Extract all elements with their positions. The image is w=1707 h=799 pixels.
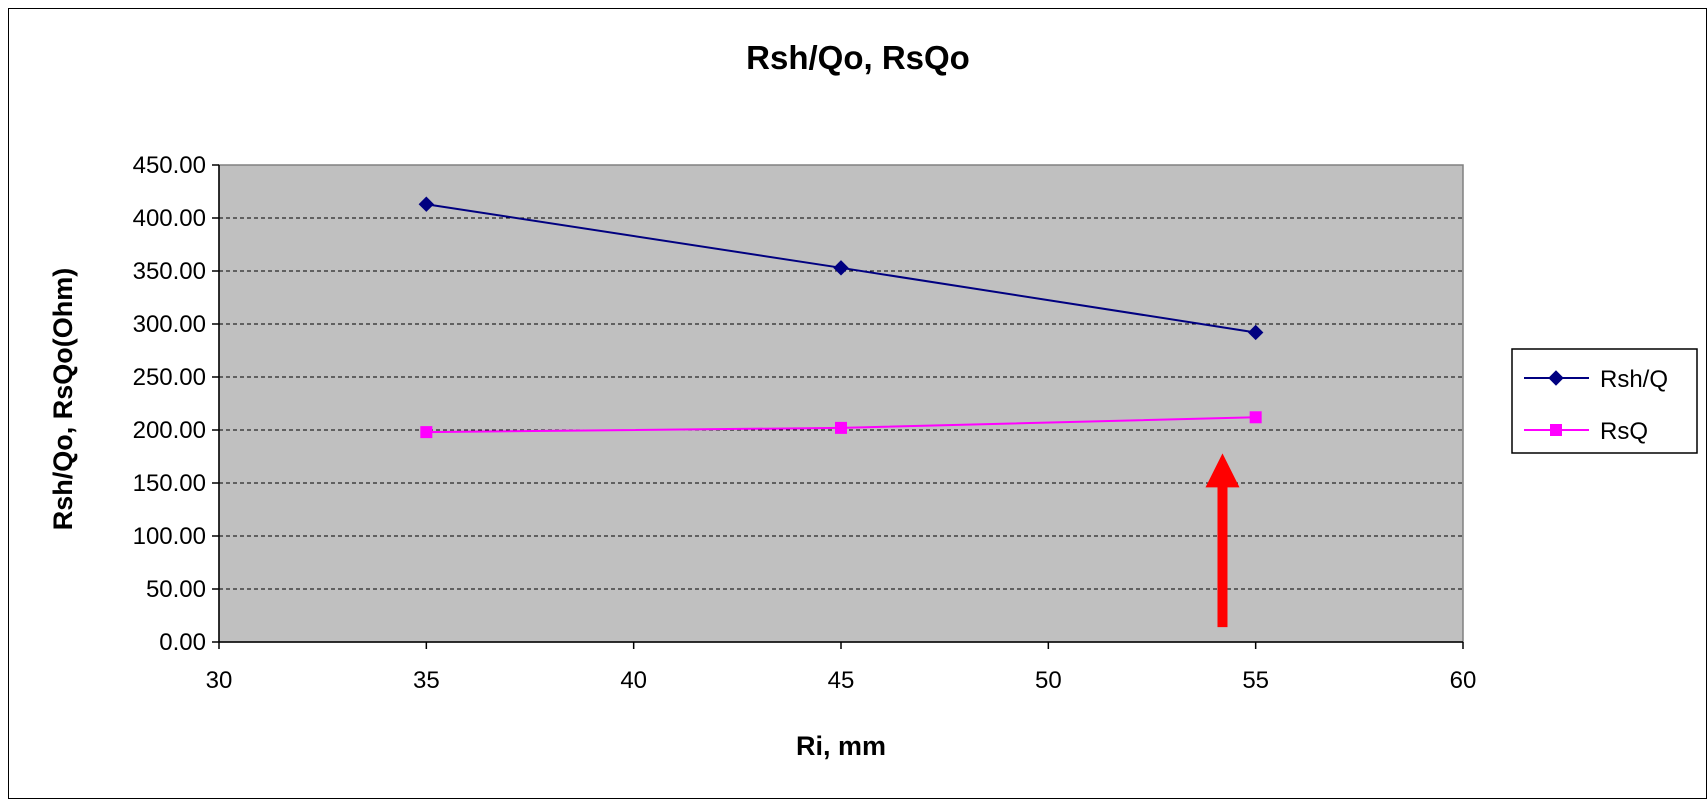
plot-area — [218, 164, 1464, 643]
data-point-rsq — [420, 426, 433, 439]
data-point-rsh-q — [418, 196, 435, 212]
y-tick-label: 250.00 — [133, 364, 206, 391]
y-tick-label: 300.00 — [133, 311, 206, 338]
series — [418, 196, 1264, 439]
x-tick-label: 30 — [206, 667, 233, 694]
chart-title: Rsh/Qo, RsQo — [746, 39, 970, 76]
y-tick-label: 450.00 — [133, 152, 206, 179]
legend-marker-rsq — [1550, 424, 1562, 436]
y-tick-label: 150.00 — [133, 470, 206, 497]
data-point-rsq — [835, 421, 847, 434]
legend-label-rsq: RsQ — [1600, 418, 1648, 445]
y-tick-label: 350.00 — [133, 258, 206, 285]
y-tick-label: 0.00 — [159, 629, 206, 656]
data-point-rsh-q — [1247, 324, 1264, 341]
y-tick-label: 200.00 — [133, 417, 206, 444]
y-ticks: 0.00 50.00 100.00 150.00 200.00 250.00 300.00 3… — [133, 152, 219, 656]
grid — [219, 217, 1463, 590]
x-axis-label: Ri, mm — [796, 731, 886, 761]
x-tick-label: 45 — [828, 667, 855, 694]
legend: Rsh/Q RsQ — [1511, 348, 1698, 454]
x-ticks: 30 35 40 45 50 55 60 — [206, 642, 1477, 694]
annotations — [1205, 453, 1240, 628]
y-tick-label: 50.00 — [146, 576, 206, 603]
legend-marker-rsh-q — [1548, 370, 1564, 386]
y-axis-label: Rsh/Qo, RsQo(Ohm) — [48, 268, 78, 531]
data-point-rsq — [1249, 411, 1262, 424]
red-arrow — [1205, 453, 1240, 628]
legend-label-rsh-q: Rsh/Q — [1600, 366, 1668, 393]
data-point-rsh-q — [833, 260, 849, 276]
x-tick-label: 50 — [1035, 667, 1062, 694]
x-tick-label: 35 — [413, 667, 440, 694]
legend-box — [1511, 348, 1698, 454]
x-tick-label: 40 — [620, 667, 647, 694]
y-tick-label: 400.00 — [133, 205, 206, 232]
x-tick-label: 55 — [1242, 667, 1269, 694]
x-tick-label: 60 — [1450, 667, 1477, 694]
y-tick-label: 100.00 — [133, 523, 206, 550]
